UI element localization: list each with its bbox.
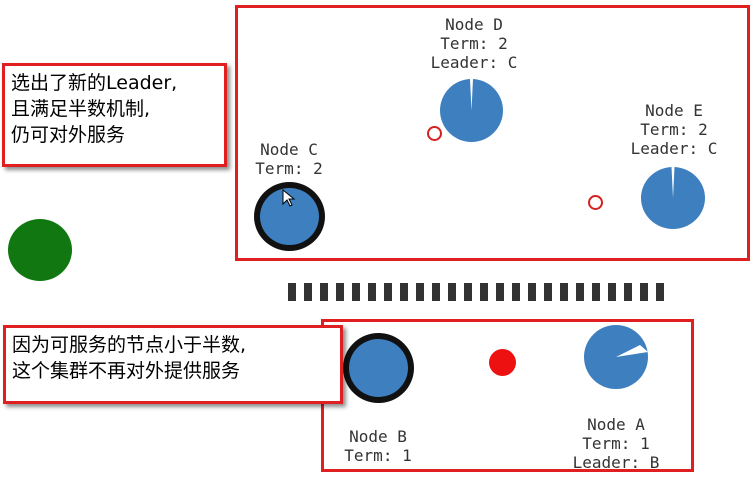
node-d-term: Term: 2 [440, 34, 508, 53]
node-d-name: Node D [445, 15, 503, 34]
node-b-term: Term: 1 [344, 446, 412, 465]
node-c [254, 182, 325, 251]
node-d-label: Node D Term: 2 Leader: C [431, 15, 518, 72]
node-c-label: Node C Term: 2 [255, 140, 322, 178]
node-d-leader: Leader: C [430, 53, 518, 72]
node-b-name: Node B [349, 427, 407, 446]
node-a-term: Term: 1 [582, 434, 650, 453]
node-c-name: Node C [260, 140, 318, 159]
client-node [8, 219, 72, 281]
node-e-name: Node E [645, 101, 703, 120]
node-a-leader: Leader: B [572, 453, 660, 472]
minority-annotation: 因为可服务的节点小于半数, 这个集群不再对外提供服务 [3, 325, 343, 404]
majority-partition-frame [235, 5, 750, 261]
node-e-label: Node E Term: 2 Leader: C [631, 101, 718, 158]
node-a-label: Node A Term: 1 Leader: B [573, 415, 660, 472]
message-heartbeat-to-e [588, 195, 603, 210]
node-b-label: Node B Term: 1 [344, 427, 411, 465]
node-c-term: Term: 2 [255, 159, 323, 178]
node-a-name: Node A [587, 415, 645, 434]
message-append-to-a [489, 349, 516, 376]
node-b [343, 333, 414, 403]
message-heartbeat-to-d [427, 126, 442, 141]
node-e-leader: Leader: C [630, 139, 718, 158]
majority-annotation: 选出了新的Leader, 且满足半数机制, 仍可对外服务 [2, 63, 227, 167]
node-e-term: Term: 2 [640, 120, 708, 139]
